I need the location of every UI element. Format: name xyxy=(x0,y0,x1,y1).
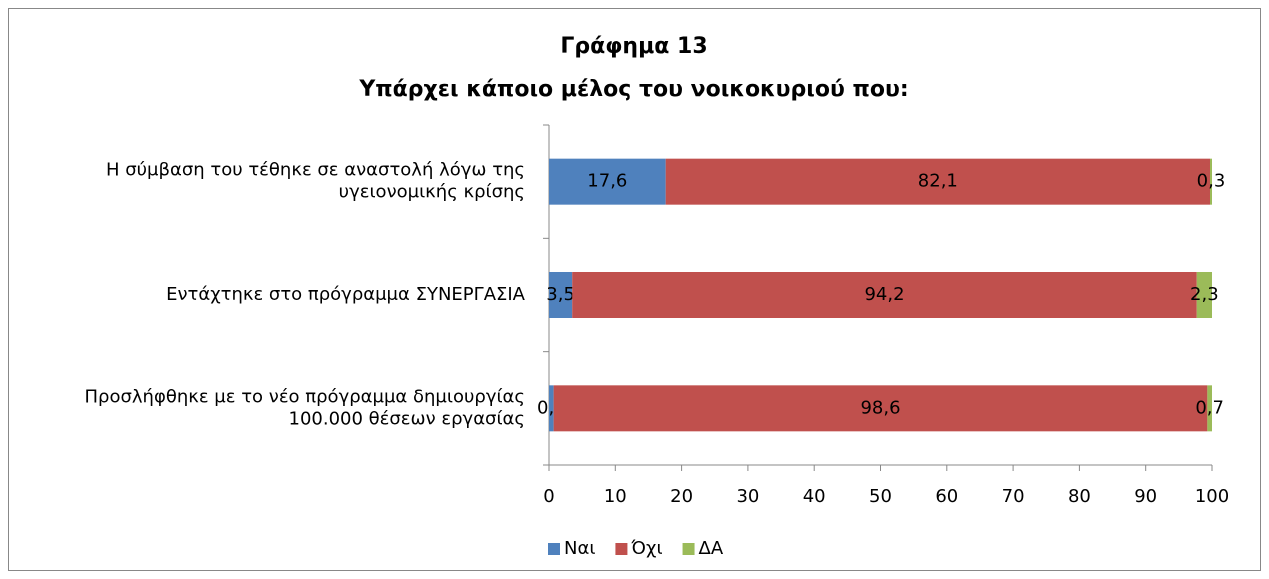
data-label: 0,3 xyxy=(1197,171,1226,192)
bar-segment xyxy=(549,272,573,318)
data-label: 0,7 xyxy=(1195,397,1224,418)
y-tick-label: Προσλήφθηκε με το νέο πρόγραμμα δημιουργ… xyxy=(85,386,526,429)
x-tick-label: 50 xyxy=(869,486,892,507)
x-tick-label: 60 xyxy=(935,486,958,507)
data-label: 98,6 xyxy=(860,397,900,418)
bar-segment xyxy=(549,158,666,205)
x-tick-label: 30 xyxy=(736,486,759,507)
x-tick-label: 90 xyxy=(1134,486,1157,507)
x-tick-label: 10 xyxy=(604,486,627,507)
legend-label: Όχι xyxy=(630,538,662,559)
bar-segment xyxy=(1210,158,1212,205)
x-tick-label: 20 xyxy=(670,486,693,507)
bar-segment xyxy=(553,385,1208,432)
y-tick-label: Εντάχτηκε στο πρόγραμμα ΣΥΝΕΡΓΑΣΙΑ xyxy=(166,284,526,305)
legend-label: Ναι xyxy=(564,538,595,559)
x-tick-label: 80 xyxy=(1068,486,1091,507)
x-tick-label: 70 xyxy=(1002,486,1025,507)
y-tick-label: Η σύμβαση του τέθηκε σε αναστολή λόγω τη… xyxy=(106,160,525,203)
data-label: 3,5 xyxy=(546,284,575,305)
x-tick-label: 40 xyxy=(803,486,826,507)
legend-label: ΔΑ xyxy=(699,538,724,559)
data-label: 82,1 xyxy=(918,171,958,192)
bar-segment xyxy=(549,385,554,432)
legend-swatch xyxy=(615,543,628,555)
legend-swatch xyxy=(548,543,560,555)
bar-segment xyxy=(572,272,1197,318)
chart-title: Γράφημα 13 xyxy=(560,34,707,59)
data-label: 94,2 xyxy=(864,284,904,305)
bar-segment xyxy=(1207,385,1212,432)
data-label: 2,3 xyxy=(1190,284,1219,305)
bar-segment xyxy=(1196,272,1212,318)
x-tick-label: 0 xyxy=(543,486,554,507)
chart-subtitle: Υπάρχει κάποιο μέλος του νοικοκυριού που… xyxy=(358,77,908,102)
data-label: 17,6 xyxy=(587,171,627,192)
x-tick-label: 100 xyxy=(1195,486,1229,507)
bar-segment xyxy=(665,158,1211,205)
legend-swatch xyxy=(682,543,695,555)
